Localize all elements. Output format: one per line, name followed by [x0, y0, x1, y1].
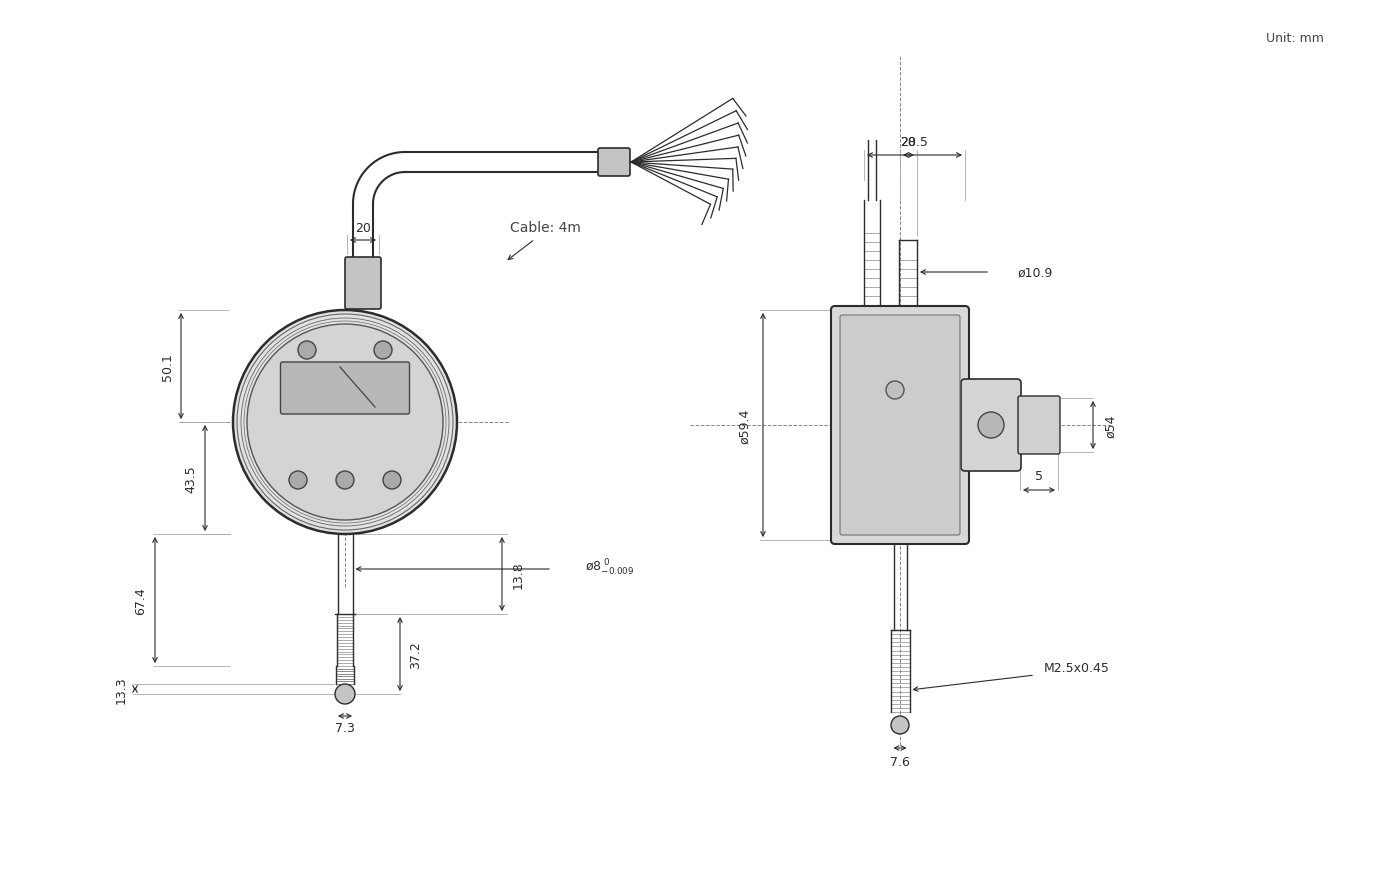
Text: 20: 20 [355, 222, 370, 235]
Text: Cable: 4m: Cable: 4m [509, 221, 580, 235]
Text: ø8$^{\ 0}_{-0.009}$: ø8$^{\ 0}_{-0.009}$ [585, 557, 634, 577]
FancyBboxPatch shape [831, 307, 970, 545]
Circle shape [298, 342, 316, 360]
Text: 28.5: 28.5 [900, 135, 928, 148]
Text: Unit: mm: Unit: mm [1266, 32, 1325, 45]
FancyBboxPatch shape [961, 380, 1021, 472]
Circle shape [890, 717, 908, 734]
Text: 20: 20 [900, 135, 917, 148]
Circle shape [247, 324, 442, 520]
Text: ø54: ø54 [1104, 414, 1118, 438]
FancyBboxPatch shape [841, 316, 960, 535]
Text: 7.6: 7.6 [890, 756, 910, 768]
FancyBboxPatch shape [598, 149, 630, 177]
FancyBboxPatch shape [280, 362, 409, 415]
Circle shape [978, 412, 1004, 438]
FancyBboxPatch shape [345, 258, 381, 310]
FancyBboxPatch shape [1018, 396, 1060, 454]
Circle shape [886, 381, 904, 400]
Text: 13.8: 13.8 [512, 560, 524, 588]
Text: 67.4: 67.4 [135, 587, 147, 614]
Circle shape [233, 310, 456, 534]
Text: 50.1: 50.1 [161, 353, 173, 381]
Circle shape [374, 342, 393, 360]
Text: ø10.9: ø10.9 [1017, 267, 1053, 279]
Text: 13.3: 13.3 [115, 675, 128, 703]
Circle shape [336, 684, 355, 704]
Circle shape [288, 472, 307, 489]
Text: 5: 5 [1035, 470, 1043, 483]
Circle shape [383, 472, 401, 489]
Circle shape [336, 472, 354, 489]
Text: 37.2: 37.2 [409, 640, 423, 668]
Text: 7.3: 7.3 [336, 722, 355, 735]
Text: M2.5x0.45: M2.5x0.45 [1044, 660, 1110, 674]
Text: 43.5: 43.5 [184, 465, 197, 492]
Text: ø59.4: ø59.4 [738, 408, 752, 443]
